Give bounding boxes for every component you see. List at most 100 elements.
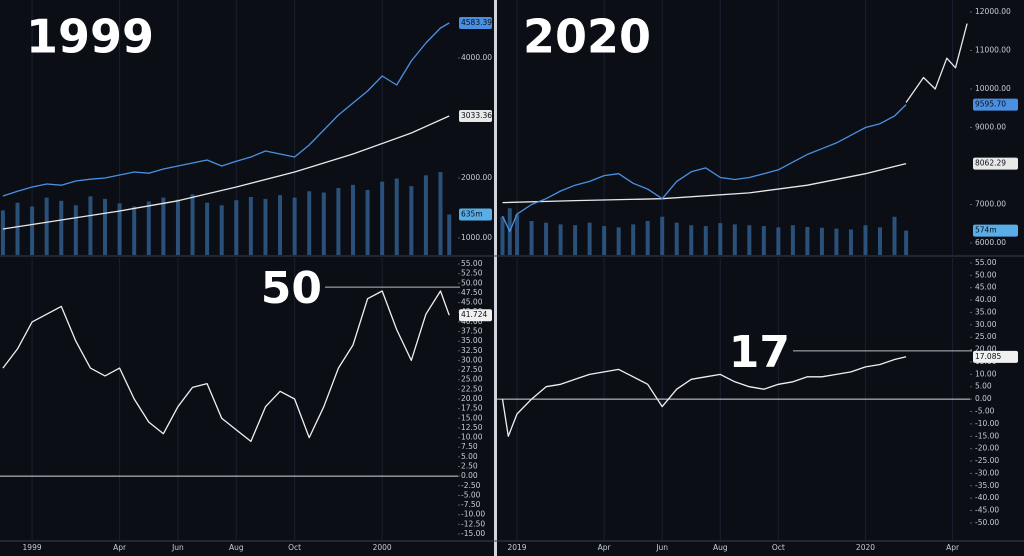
volume-bar [263, 198, 268, 255]
volume-bar [602, 226, 607, 255]
y-tick-label: 11000.00 [975, 46, 1011, 55]
x-tick-label: Aug [229, 543, 244, 552]
y-tick-label: -12.50 [461, 519, 485, 528]
x-tick-label: Oct [288, 543, 301, 552]
volume-bar [73, 205, 78, 255]
y-tick-label: 25.00 [975, 332, 997, 341]
series-line [501, 104, 907, 233]
last-value-label: 4583.39 [461, 18, 492, 27]
y-tick-label: 5.00 [461, 452, 478, 461]
volume-bar [15, 202, 20, 255]
y-tick-label: -5.00 [461, 490, 481, 499]
volume-bar [500, 216, 505, 255]
volume-bar [848, 229, 853, 255]
volume-bar [834, 228, 839, 255]
y-tick-label: 52.50 [461, 269, 483, 278]
last-value-label: 635m [461, 210, 483, 219]
y-tick-label: 10.00 [975, 369, 997, 378]
x-tick-label: 2019 [507, 543, 526, 552]
y-tick-label: 25.00 [461, 375, 483, 384]
y-tick-label: -10.00 [975, 419, 999, 428]
last-value-box [459, 110, 492, 123]
volume-bar [819, 227, 824, 255]
volume-bar [515, 214, 520, 255]
last-value-box [973, 350, 1018, 363]
x-tick-label: 1999 [23, 543, 42, 552]
y-tick-label: 45.00 [461, 298, 483, 307]
last-value-box [459, 17, 492, 30]
panel-title: 1999 [26, 10, 154, 64]
y-tick-label: -40.00 [975, 493, 999, 502]
panel-divider [494, 0, 497, 556]
volume-bar [88, 196, 93, 255]
volume-bar [587, 222, 592, 255]
volume-bar [447, 214, 452, 255]
last-value-label: 3033.36 [461, 111, 492, 120]
y-tick-label: -15.00 [975, 431, 999, 440]
y-tick-label: 12000.00 [975, 7, 1011, 16]
y-tick-label: 1000.00 [461, 233, 492, 242]
volume-bar [336, 188, 341, 255]
y-tick-label: -30.00 [975, 468, 999, 477]
volume-bar [689, 225, 694, 255]
volume-bar [117, 203, 122, 255]
y-tick-label: 0.00 [975, 394, 992, 403]
volume-bar [234, 200, 239, 255]
y-tick-label: 0.00 [461, 471, 478, 480]
x-tick-label: Oct [772, 543, 785, 552]
y-tick-label: 30.00 [461, 355, 483, 364]
volume-bar [394, 178, 399, 255]
y-tick-label: 15.00 [461, 413, 483, 422]
y-tick-label: 40.00 [461, 317, 483, 326]
y-tick-label: 7000.00 [975, 199, 1006, 208]
series-line [2, 22, 450, 197]
volume-bar [529, 221, 534, 255]
volume-bar [350, 184, 355, 255]
y-tick-label: 45.00 [975, 283, 997, 292]
y-tick-label: 32.50 [461, 346, 483, 355]
volume-bar [573, 225, 578, 255]
volume-bar [292, 197, 297, 255]
last-value-box [459, 208, 492, 221]
y-tick-label: 35.00 [975, 307, 997, 316]
y-tick-label: -25.00 [975, 456, 999, 465]
last-value-box [973, 224, 1018, 237]
volume-bar [790, 225, 795, 255]
y-tick-label: 47.50 [461, 288, 483, 297]
x-tick-label: Aug [713, 543, 728, 552]
last-value-label: 574m [975, 226, 997, 235]
volume-bar [219, 205, 224, 255]
last-value-label: 9595.70 [975, 100, 1006, 109]
y-tick-label: 9000.00 [975, 123, 1006, 132]
y-tick-label: 2000.00 [461, 173, 492, 182]
y-tick-label: 50.00 [975, 270, 997, 279]
annotation-text: 17 [729, 327, 790, 378]
annotation-text: 50 [261, 263, 322, 314]
volume-bar [146, 201, 151, 255]
volume-bar [616, 227, 621, 255]
last-value-box [973, 157, 1018, 170]
last-value-label: 41.724 [461, 310, 487, 319]
volume-bar [660, 216, 665, 255]
volume-bar [776, 227, 781, 255]
last-value-box [973, 98, 1018, 111]
volume-bar [307, 191, 312, 255]
volume-bar [278, 195, 283, 255]
volume-bar [558, 224, 563, 255]
last-value-box [459, 309, 492, 322]
y-tick-label: 22.50 [461, 384, 483, 393]
volume-bar [161, 197, 166, 255]
volume-bar [380, 181, 385, 255]
volume-bar [732, 224, 737, 255]
volume-bar [718, 223, 723, 255]
y-tick-label: 10.00 [461, 433, 483, 442]
volume-bar [423, 175, 428, 255]
y-tick-label: -10.00 [461, 510, 485, 519]
volume-bar [877, 227, 882, 255]
series-line [502, 162, 907, 204]
series-line [501, 356, 907, 437]
y-tick-label: -7.50 [461, 500, 481, 509]
x-tick-label: Apr [946, 543, 960, 552]
